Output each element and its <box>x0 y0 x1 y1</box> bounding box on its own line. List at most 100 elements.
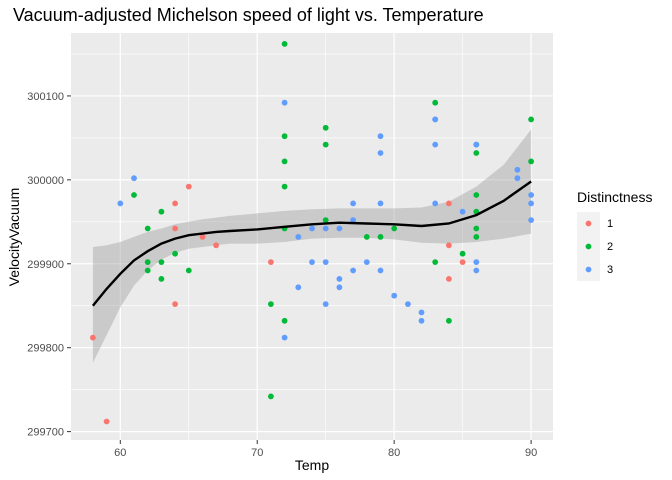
legend: Distinctness 1 2 3 <box>577 189 652 281</box>
data-point-2 <box>281 317 288 324</box>
data-point-3 <box>309 259 315 265</box>
x-tick-label: 70 <box>251 447 263 459</box>
data-point-3 <box>322 225 329 232</box>
data-point-3 <box>295 234 302 240</box>
chart-title: Vacuum-adjusted Michelson speed of light… <box>13 5 484 25</box>
data-point-3 <box>377 150 384 156</box>
data-point-2 <box>281 183 288 190</box>
data-point-2 <box>281 158 288 165</box>
x-tick-label: 90 <box>525 447 537 459</box>
data-point-2 <box>144 267 151 274</box>
data-point-3 <box>405 301 411 307</box>
data-point-2 <box>268 393 274 400</box>
data-point-3 <box>350 200 356 207</box>
data-point-3 <box>432 200 439 207</box>
y-tick-label: 300000 <box>27 175 64 187</box>
data-point-2 <box>281 133 288 140</box>
data-point-3 <box>528 217 534 224</box>
data-point-2 <box>322 124 329 131</box>
data-point-2 <box>528 116 534 123</box>
data-point-3 <box>309 225 315 232</box>
x-tick-label: 80 <box>388 447 400 459</box>
data-point-3 <box>514 166 521 173</box>
data-point-2 <box>268 301 274 307</box>
x-axis-title: Temp <box>295 457 329 473</box>
data-point-3 <box>377 267 384 274</box>
data-point-2 <box>185 267 192 274</box>
data-point-3 <box>117 200 124 207</box>
y-tick-label: 299800 <box>27 343 64 355</box>
data-point-3 <box>336 276 343 282</box>
data-point-3 <box>336 284 343 291</box>
data-point-3 <box>391 292 398 299</box>
data-point-3 <box>350 217 356 224</box>
data-point-3 <box>432 141 439 148</box>
data-point-2 <box>432 259 439 265</box>
data-point-3 <box>281 99 288 106</box>
data-point-2 <box>473 192 480 198</box>
data-point-3 <box>514 175 521 182</box>
data-point-3 <box>377 133 384 140</box>
data-point-3 <box>528 192 534 198</box>
data-point-3 <box>473 267 480 274</box>
legend-title: Distinctness <box>577 189 652 205</box>
data-point-3 <box>322 301 329 307</box>
data-point-1 <box>172 301 179 307</box>
data-point-2 <box>144 259 151 265</box>
data-point-3 <box>363 259 370 265</box>
data-point-3 <box>281 334 288 341</box>
data-point-2 <box>322 141 329 148</box>
data-point-2 <box>158 208 165 215</box>
legend-label-3: 3 <box>607 264 613 276</box>
data-point-3 <box>336 225 343 232</box>
y-axis-title: VelocityVacuum <box>6 188 22 287</box>
data-point-2 <box>473 234 480 240</box>
y-axis: 299700 299800 299900 300000 300100 <box>27 91 71 439</box>
data-point-2 <box>446 317 452 324</box>
data-point-2 <box>377 234 384 240</box>
minor-gridlines <box>71 33 553 440</box>
data-point-3 <box>322 259 329 265</box>
data-point-1 <box>446 276 452 282</box>
data-point-1 <box>459 259 466 265</box>
data-point-1 <box>172 225 179 232</box>
data-point-3 <box>473 141 480 148</box>
data-point-2 <box>391 225 398 232</box>
y-tick-label: 300100 <box>27 91 64 103</box>
data-point-1 <box>185 183 192 190</box>
data-point-2 <box>528 158 534 165</box>
data-point-3 <box>131 175 137 182</box>
x-axis: 60 70 80 90 <box>114 440 537 459</box>
data-point-3 <box>418 317 425 324</box>
confidence-ribbon <box>92 129 532 363</box>
data-point-3 <box>377 200 384 207</box>
data-point-3 <box>350 267 356 274</box>
legend-label-1: 1 <box>607 218 613 230</box>
y-tick-label: 299700 <box>27 427 64 439</box>
data-point-1 <box>446 200 452 207</box>
legend-key-1 <box>585 220 592 227</box>
data-point-2 <box>172 250 179 257</box>
data-point-2 <box>363 234 370 240</box>
data-point-2 <box>473 225 480 232</box>
smooth-trend-line <box>91 180 532 307</box>
data-point-1 <box>172 200 179 207</box>
data-point-1 <box>199 234 206 240</box>
data-point-2 <box>158 276 165 282</box>
legend-key-2 <box>585 243 592 250</box>
data-points <box>90 41 534 425</box>
data-point-2 <box>473 150 480 156</box>
data-point-3 <box>418 309 425 316</box>
data-point-1 <box>213 242 220 249</box>
data-point-2 <box>158 259 165 265</box>
data-point-3 <box>432 116 439 123</box>
plot-panel <box>71 33 553 440</box>
data-point-2 <box>131 192 137 198</box>
legend-key-3 <box>585 266 592 273</box>
data-point-2 <box>322 217 329 224</box>
data-point-3 <box>528 200 534 207</box>
data-point-3 <box>459 208 466 215</box>
data-point-1 <box>103 418 110 425</box>
x-tick-label: 60 <box>114 447 126 459</box>
